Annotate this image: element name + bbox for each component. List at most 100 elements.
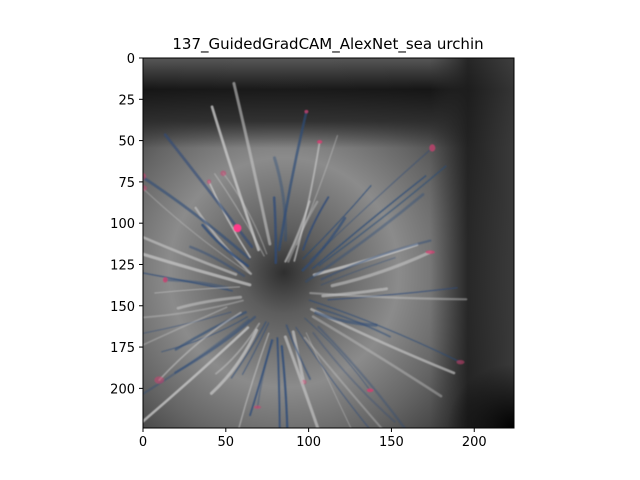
spine-tip-highlight <box>456 359 465 365</box>
urchin-spine <box>143 252 252 287</box>
spine-tip-highlight <box>143 172 147 180</box>
y-tick-label: 150 <box>110 300 135 315</box>
urchin-spine <box>143 306 228 346</box>
urchin-spine <box>143 299 244 319</box>
spine-tip-highlight <box>137 422 143 427</box>
urchin-spine <box>143 318 250 395</box>
spine-tip-highlight <box>317 140 323 144</box>
spine-tip-highlight <box>62 343 66 349</box>
spine-tip-highlight <box>366 388 374 393</box>
urchin-spine <box>222 172 268 255</box>
spine-tip-highlight <box>90 212 96 218</box>
spine-tip-highlight <box>220 170 227 177</box>
urchin-spine <box>272 196 278 264</box>
x-tick-label: 50 <box>218 435 235 450</box>
y-tick-label: 50 <box>118 135 135 150</box>
urchin-spine <box>158 311 242 381</box>
urchin-spine <box>304 317 371 391</box>
urchin-spine <box>161 316 248 353</box>
urchin-spine <box>154 286 241 294</box>
urchin-spine <box>194 206 252 275</box>
urchin-spine <box>210 105 260 252</box>
x-tick-label: 200 <box>462 435 487 450</box>
bright-spot <box>233 224 242 233</box>
spine-tip-highlight <box>162 277 168 283</box>
urchin-spine <box>209 328 259 395</box>
urchin-spine <box>316 307 391 338</box>
spine-tip-highlight <box>278 464 282 469</box>
urchin-spine <box>291 330 306 384</box>
urchin-spine <box>320 257 396 286</box>
urchin-spine <box>314 311 378 327</box>
y-tick-label: 200 <box>110 382 135 397</box>
y-tick-label: 125 <box>110 258 135 273</box>
urchin-spine <box>301 216 347 272</box>
urchin-spine <box>303 336 383 428</box>
urchin-spine <box>238 332 270 428</box>
urchin-spine <box>321 287 389 298</box>
urchin-spine <box>277 110 308 252</box>
urchin-spine <box>293 140 321 262</box>
urchin-spine <box>201 223 250 268</box>
spine-tip-highlight <box>207 179 212 185</box>
saliency-image <box>62 58 514 469</box>
urchin-spine <box>163 133 254 249</box>
urchin-spine <box>295 326 370 428</box>
urchin-spine <box>317 325 406 428</box>
urchin-spine <box>174 311 247 351</box>
y-tick-label: 175 <box>110 341 135 356</box>
urchin-spine <box>318 165 447 267</box>
urchin-spine <box>283 335 320 428</box>
spine-tip-highlight <box>143 185 148 192</box>
figure-title: 137_GuidedGradCAM_AlexNet_sea urchin <box>172 35 483 54</box>
spine-tip-highlight <box>304 109 309 114</box>
urchin-spine <box>249 339 273 417</box>
x-tick-label: 0 <box>139 435 147 450</box>
urchin-spine <box>276 337 281 428</box>
urchin-spine <box>214 173 265 257</box>
urchin-spine <box>215 322 261 375</box>
urchin-spine <box>163 278 229 289</box>
x-axis: 0 50 100 150 200 <box>139 428 487 450</box>
y-tick-label: 25 <box>118 93 135 108</box>
y-tick-label: 100 <box>110 217 135 232</box>
urchin-spine <box>143 175 251 260</box>
urchin-spine <box>327 287 458 301</box>
urchin-spine <box>311 175 427 270</box>
x-tick-label: 150 <box>379 435 404 450</box>
urchin-spine <box>302 196 330 251</box>
urchin-spine <box>285 324 312 380</box>
image-frame <box>142 57 515 429</box>
urchin-spine <box>311 315 443 398</box>
spine-tip-highlight <box>425 250 435 254</box>
urchin-spine <box>304 193 425 283</box>
y-tick-label: 75 <box>118 176 135 191</box>
urchin-spine <box>189 245 246 277</box>
urchin-spine <box>241 322 270 375</box>
urchin-spine <box>320 239 432 281</box>
urchin-spine <box>208 180 251 259</box>
urchin-spine <box>143 187 251 275</box>
urchin-spine <box>176 295 243 310</box>
urchin-spine <box>232 81 272 246</box>
spine-tip-highlight <box>109 242 114 247</box>
spine-tip-highlight <box>254 405 262 409</box>
urchin-spine <box>143 235 238 276</box>
x-tick-label: 100 <box>296 435 321 450</box>
urchin-spine <box>309 292 468 301</box>
urchin-spine <box>308 299 462 363</box>
urchin-spine <box>230 321 267 379</box>
urchin-spine <box>272 156 288 242</box>
y-tick-label: 0 <box>127 52 135 67</box>
spine-tip-highlight <box>283 443 292 448</box>
urchin-spine <box>302 185 372 260</box>
spine-tip-highlight <box>113 408 119 412</box>
urchin-spine <box>143 326 250 423</box>
y-axis: 0 25 50 75 100 125 150 175 200 <box>110 52 143 397</box>
urchin-spine <box>280 345 289 428</box>
spine-tip-highlight <box>154 376 165 384</box>
spine-tip-highlight <box>429 144 436 152</box>
urchin-spine <box>330 250 432 288</box>
urchin-spine <box>312 332 396 423</box>
